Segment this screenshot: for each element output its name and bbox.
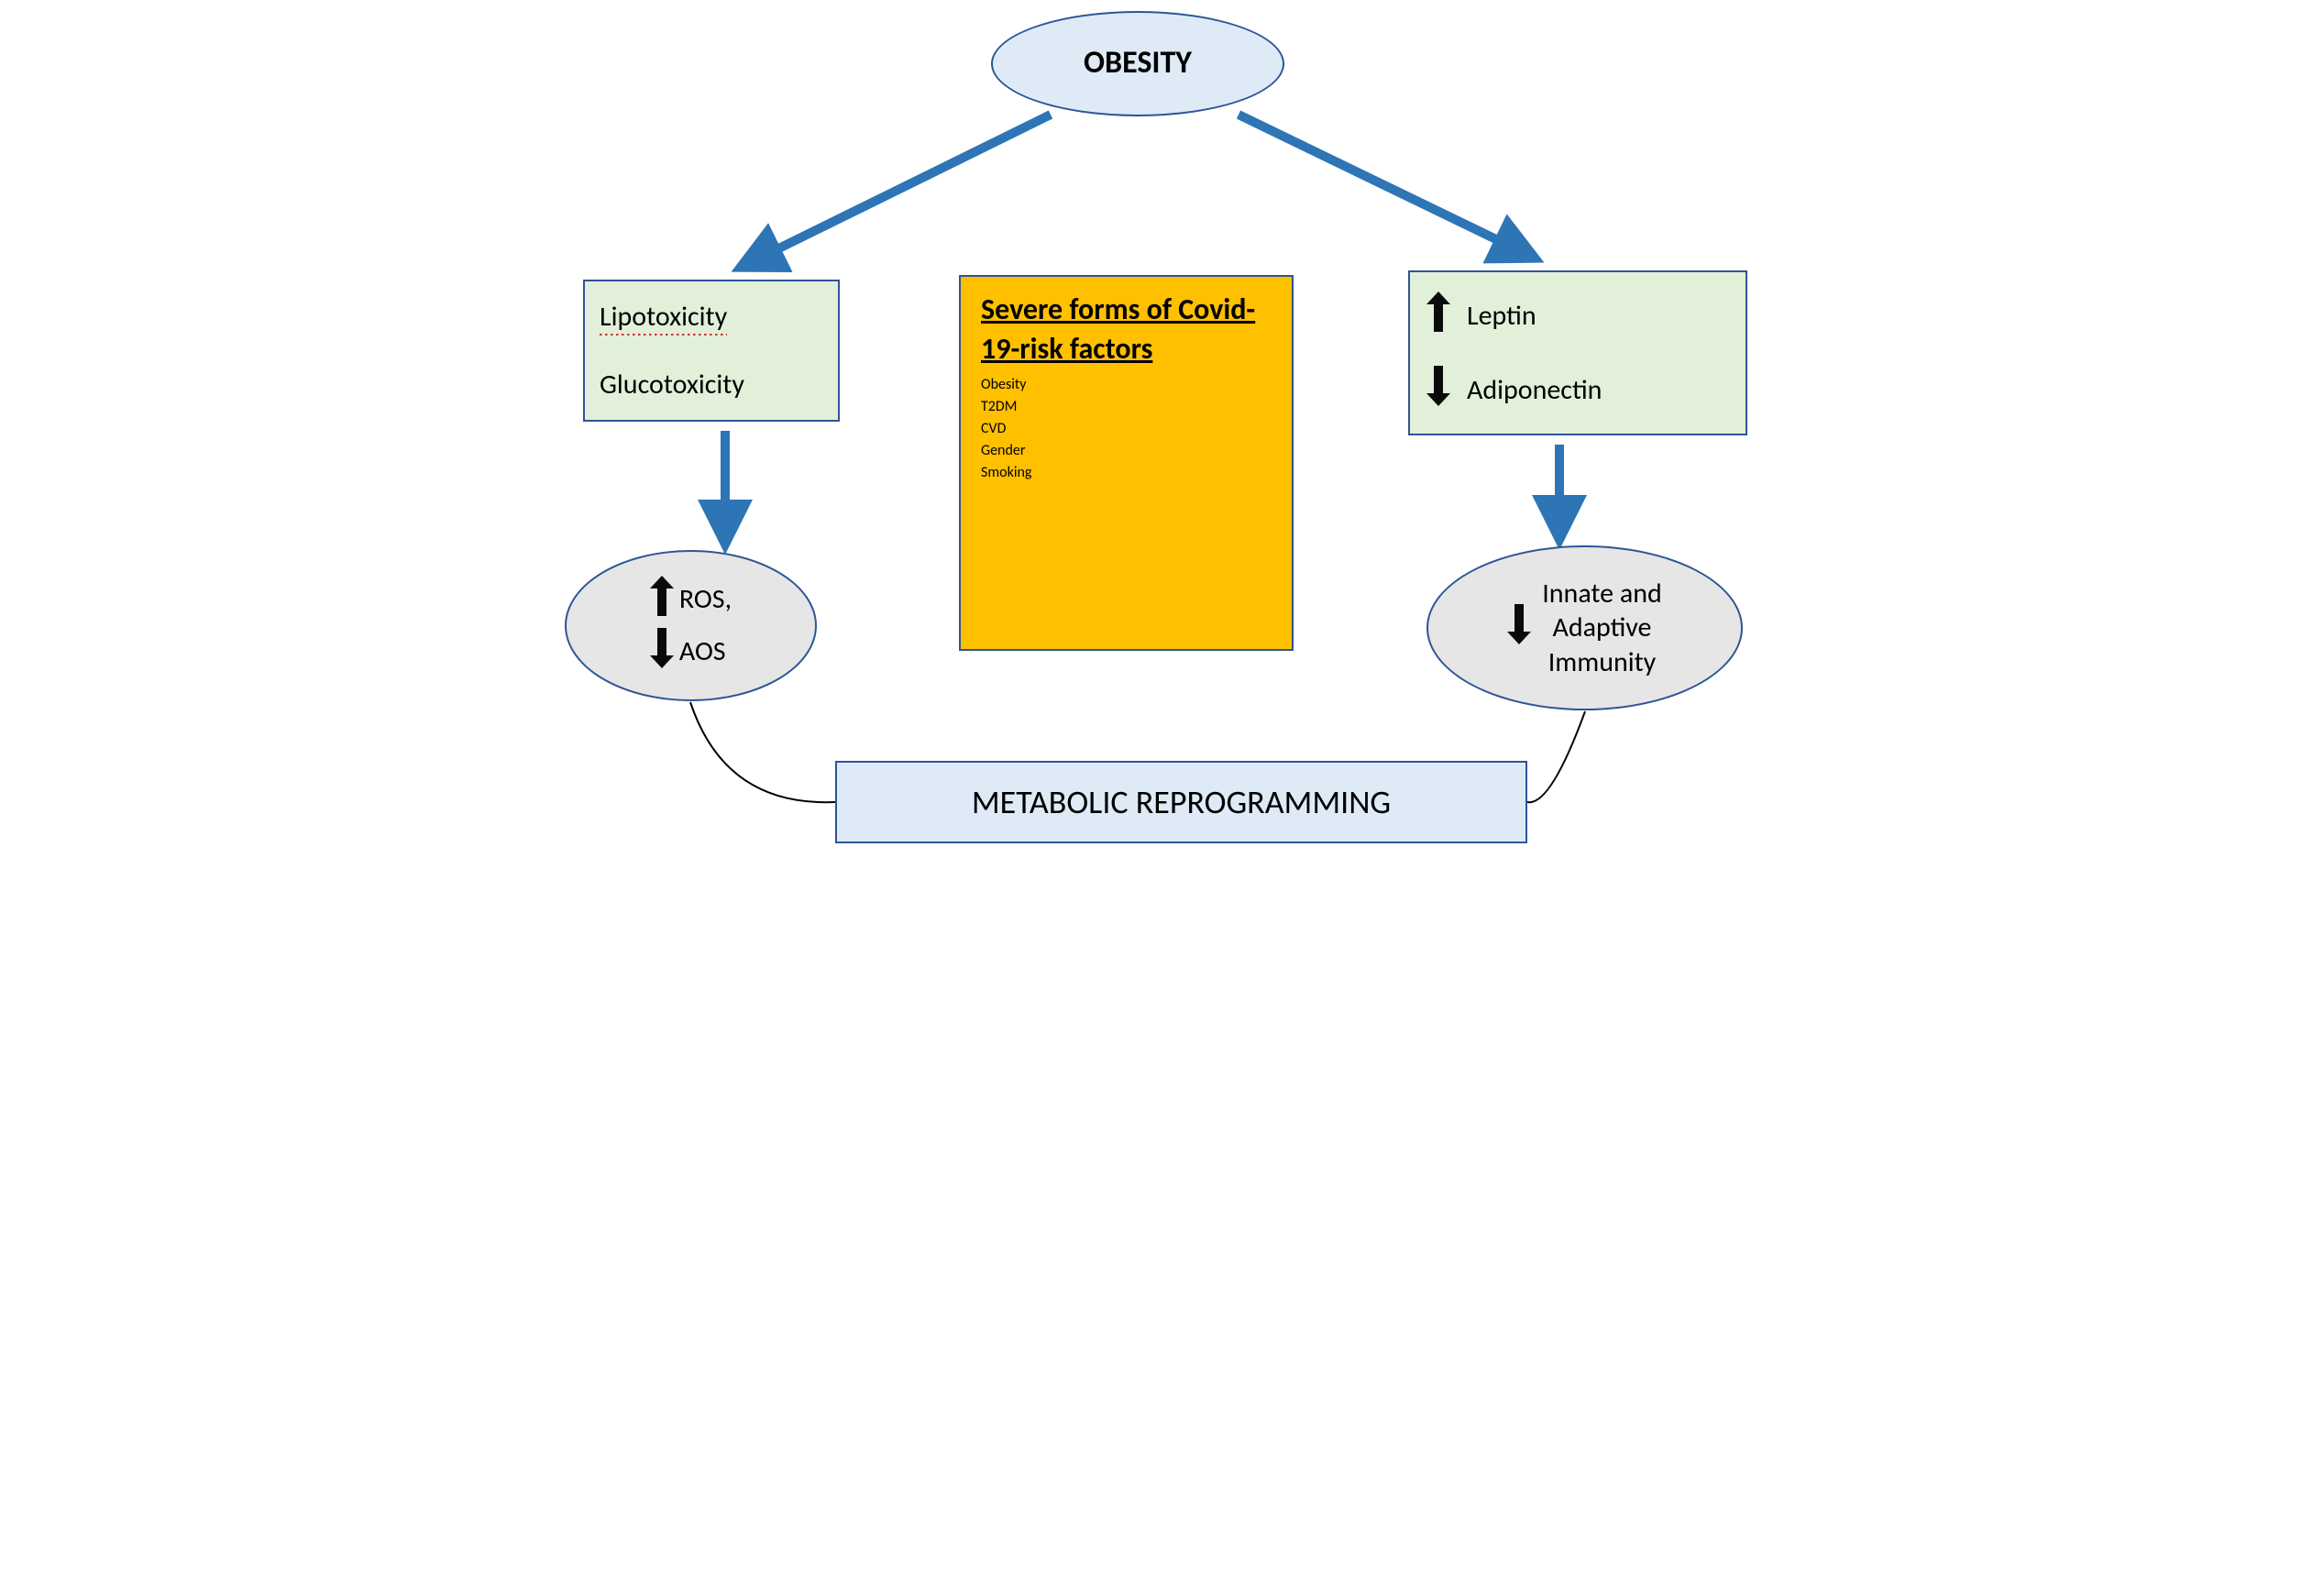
metabolic-reprogramming-label: METABOLIC REPROGRAMMING bbox=[972, 782, 1391, 823]
glucotoxicity-label: Glucotoxicity bbox=[600, 368, 744, 402]
down-arrow-icon bbox=[1507, 604, 1531, 653]
risk-factor-item: Obesity bbox=[981, 374, 1292, 396]
diagram-canvas: OBESITY Lipotoxicity Glucotoxicity Lepti… bbox=[542, 0, 1782, 854]
lipotoxicity-box: Lipotoxicity Glucotoxicity bbox=[583, 280, 840, 422]
adiponectin-label: Adiponectin bbox=[1467, 373, 1602, 408]
leptin-adiponectin-box: Leptin Adiponectin bbox=[1408, 270, 1747, 435]
immunity-line: Adaptive bbox=[1552, 610, 1651, 645]
down-arrow-icon bbox=[650, 628, 674, 676]
leptin-label: Leptin bbox=[1467, 299, 1536, 334]
risk-factor-item: Gender bbox=[981, 440, 1292, 462]
down-arrow-icon bbox=[1426, 366, 1450, 414]
up-arrow-icon bbox=[650, 576, 674, 624]
up-arrow-icon bbox=[1426, 292, 1450, 340]
immunity-line: Innate and bbox=[1542, 577, 1662, 611]
obesity-label: OBESITY bbox=[1084, 44, 1192, 83]
risk-factor-item: CVD bbox=[981, 418, 1292, 440]
lipotoxicity-label: Lipotoxicity bbox=[600, 300, 727, 336]
risk-factor-item: T2DM bbox=[981, 396, 1292, 418]
aos-label: AOS bbox=[679, 634, 726, 669]
risk-factors-box: Severe forms of Covid-19-risk factors Ob… bbox=[959, 275, 1294, 651]
risk-factors-title: Severe forms of Covid-19-risk factors bbox=[981, 290, 1292, 368]
metabolic-reprogramming-box: METABOLIC REPROGRAMMING bbox=[835, 761, 1527, 843]
immunity-line: Immunity bbox=[1548, 645, 1657, 680]
risk-factor-item: Smoking bbox=[981, 462, 1292, 484]
obesity-ellipse: OBESITY bbox=[991, 11, 1284, 116]
ros-label: ROS, bbox=[679, 582, 732, 617]
immunity-ellipse: Innate and Adaptive Immunity bbox=[1426, 545, 1743, 710]
ros-aos-ellipse: ROS, AOS bbox=[565, 550, 817, 701]
